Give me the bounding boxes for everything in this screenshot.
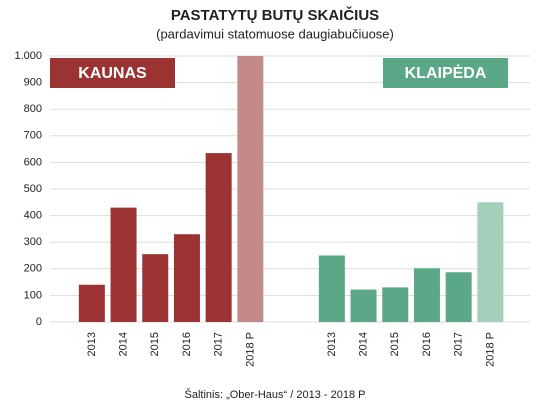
legend-label: KLAIPĖDA <box>405 64 487 82</box>
legend-box <box>383 58 508 88</box>
y-tick-label: 200 <box>24 263 42 275</box>
x-tick-label: 2014 <box>117 332 129 356</box>
x-tick-label: 2018 P <box>484 332 496 367</box>
chart-title: PASTATYTŲ BUTŲ SKAIČIUS <box>171 6 379 24</box>
x-tick-label: 2016 <box>421 332 433 356</box>
bar <box>413 268 440 322</box>
bar <box>350 289 377 322</box>
bar <box>173 234 200 322</box>
x-tick-label: 2018 P <box>244 332 256 367</box>
bar <box>205 153 232 322</box>
y-tick-label: 300 <box>24 236 42 248</box>
x-tick-label: 2017 <box>213 332 225 356</box>
y-tick-label: 700 <box>24 130 42 142</box>
bar <box>142 254 169 322</box>
legend-box <box>50 58 175 88</box>
y-tick-label: 1.000 <box>14 50 42 62</box>
bar <box>110 207 137 322</box>
bar <box>318 255 345 322</box>
x-tick-label: 2013 <box>86 332 98 356</box>
bar <box>237 56 264 322</box>
y-tick-label: 600 <box>24 156 42 168</box>
chart-subtitle: (pardavimui statomuose daugiabučiuose) <box>156 26 394 41</box>
bar <box>382 287 409 322</box>
x-tick-label: 2015 <box>149 332 161 356</box>
y-tick-label: 800 <box>24 103 42 115</box>
x-tick-label: 2017 <box>453 332 465 356</box>
y-tick-label: 900 <box>24 77 42 89</box>
bar <box>445 272 472 322</box>
y-tick-label: 500 <box>24 183 42 195</box>
source: Šaltinis: „Ober-Haus“ / 2013 - 2018 P <box>185 388 366 401</box>
legend-label: KAUNAS <box>78 65 147 82</box>
x-tick-label: 2014 <box>357 332 369 356</box>
bar <box>78 284 105 322</box>
bar <box>477 202 504 322</box>
y-tick-label: 0 <box>36 316 42 328</box>
x-tick-label: 2016 <box>181 332 193 356</box>
y-tick-label: 400 <box>24 210 42 222</box>
x-tick-label: 2015 <box>389 332 401 356</box>
y-tick-label: 100 <box>24 289 42 301</box>
x-tick-label: 2013 <box>326 332 338 356</box>
